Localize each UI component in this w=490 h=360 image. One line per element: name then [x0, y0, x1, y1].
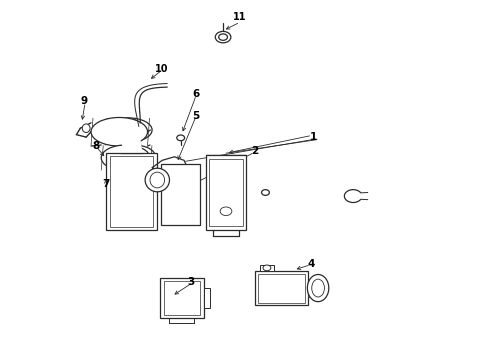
- Text: 6: 6: [193, 89, 200, 99]
- Ellipse shape: [219, 34, 227, 40]
- Text: 10: 10: [155, 64, 169, 74]
- Ellipse shape: [104, 118, 152, 142]
- Text: 7: 7: [102, 179, 110, 189]
- Bar: [258, 274, 305, 302]
- Bar: [209, 158, 243, 226]
- Text: 11: 11: [233, 13, 247, 22]
- Bar: [203, 288, 210, 308]
- Ellipse shape: [101, 145, 150, 171]
- Ellipse shape: [150, 172, 165, 188]
- Ellipse shape: [145, 168, 170, 192]
- Ellipse shape: [262, 190, 270, 195]
- Bar: [161, 164, 200, 225]
- Text: 2: 2: [251, 147, 258, 157]
- Bar: [260, 265, 274, 271]
- Ellipse shape: [220, 207, 232, 216]
- Polygon shape: [152, 157, 189, 184]
- Bar: [160, 278, 203, 318]
- Ellipse shape: [82, 124, 90, 132]
- Text: 1: 1: [310, 132, 317, 142]
- Bar: [206, 155, 246, 230]
- Ellipse shape: [263, 265, 271, 271]
- Bar: [255, 271, 308, 305]
- Ellipse shape: [114, 145, 155, 167]
- Text: 8: 8: [93, 141, 100, 151]
- Bar: [106, 160, 138, 180]
- Text: 3: 3: [188, 277, 195, 287]
- Ellipse shape: [215, 31, 231, 43]
- Bar: [106, 153, 157, 230]
- Ellipse shape: [91, 117, 147, 146]
- Text: 5: 5: [193, 111, 200, 121]
- Ellipse shape: [177, 135, 185, 141]
- Ellipse shape: [312, 279, 324, 297]
- Ellipse shape: [307, 274, 329, 302]
- Text: 4: 4: [307, 259, 315, 269]
- Text: 9: 9: [81, 96, 88, 107]
- Bar: [308, 280, 318, 297]
- Bar: [110, 156, 153, 227]
- Polygon shape: [122, 137, 142, 153]
- Bar: [164, 281, 200, 315]
